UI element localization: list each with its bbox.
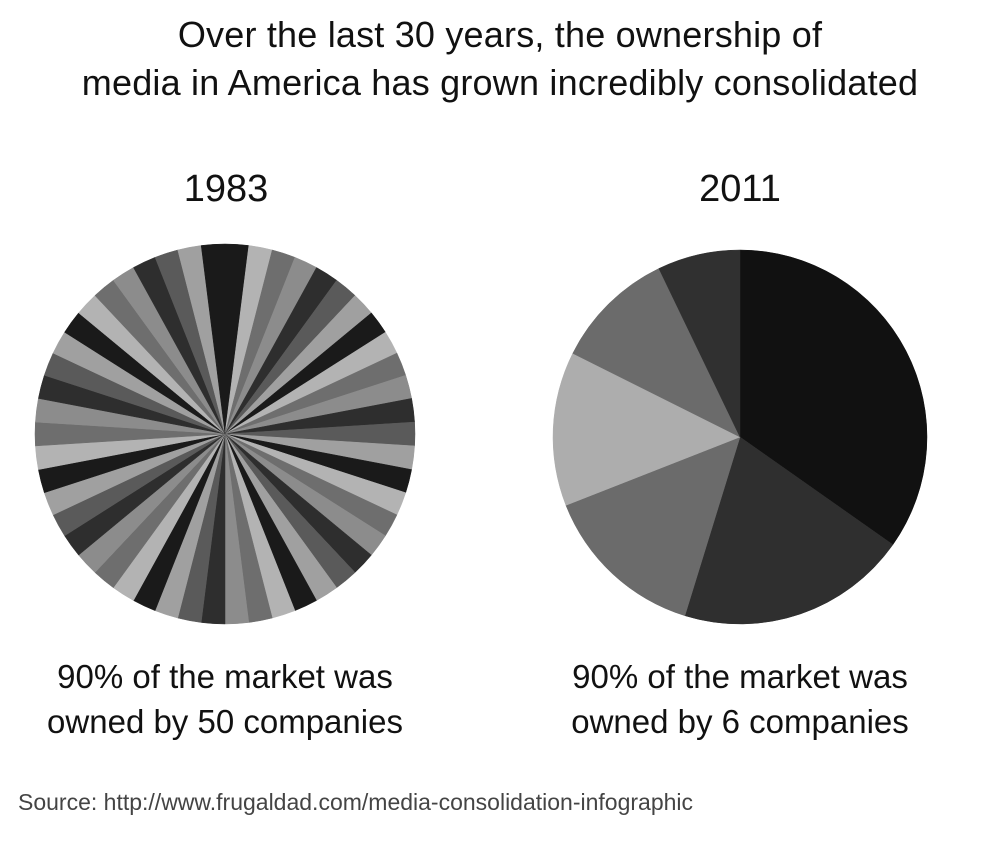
chart-title-line-1: Over the last 30 years, the ownership of bbox=[177, 14, 823, 55]
pie-2011-slice-3 bbox=[565, 436, 741, 617]
caption-2011-line-2: owned by 6 companies bbox=[571, 703, 909, 740]
pie-2011-slice-5 bbox=[572, 268, 741, 438]
pie-2011-title: 2011 bbox=[699, 168, 781, 210]
pie-2011-slice-6 bbox=[658, 249, 741, 438]
caption-1983-line-2: owned by 50 companies bbox=[47, 703, 403, 740]
pie-chart-1983 bbox=[34, 243, 416, 625]
pie-2011-slice-4 bbox=[552, 353, 741, 506]
pie-1983-slice-50 bbox=[200, 243, 226, 435]
pie-1983-title: 1983 bbox=[183, 168, 269, 210]
source-note: Source: http://www.frugaldad.com/media-c… bbox=[18, 789, 694, 815]
caption-1983-line-1: 90% of the market was bbox=[57, 658, 393, 695]
pie-chart-2011 bbox=[552, 249, 928, 625]
pie-2011-slice-1 bbox=[739, 249, 928, 545]
caption-2011-line-1: 90% of the market was bbox=[572, 658, 908, 695]
pie-2011-slice-2 bbox=[684, 436, 894, 625]
chart-title-line-2: media in America has grown incredibly co… bbox=[81, 62, 919, 103]
